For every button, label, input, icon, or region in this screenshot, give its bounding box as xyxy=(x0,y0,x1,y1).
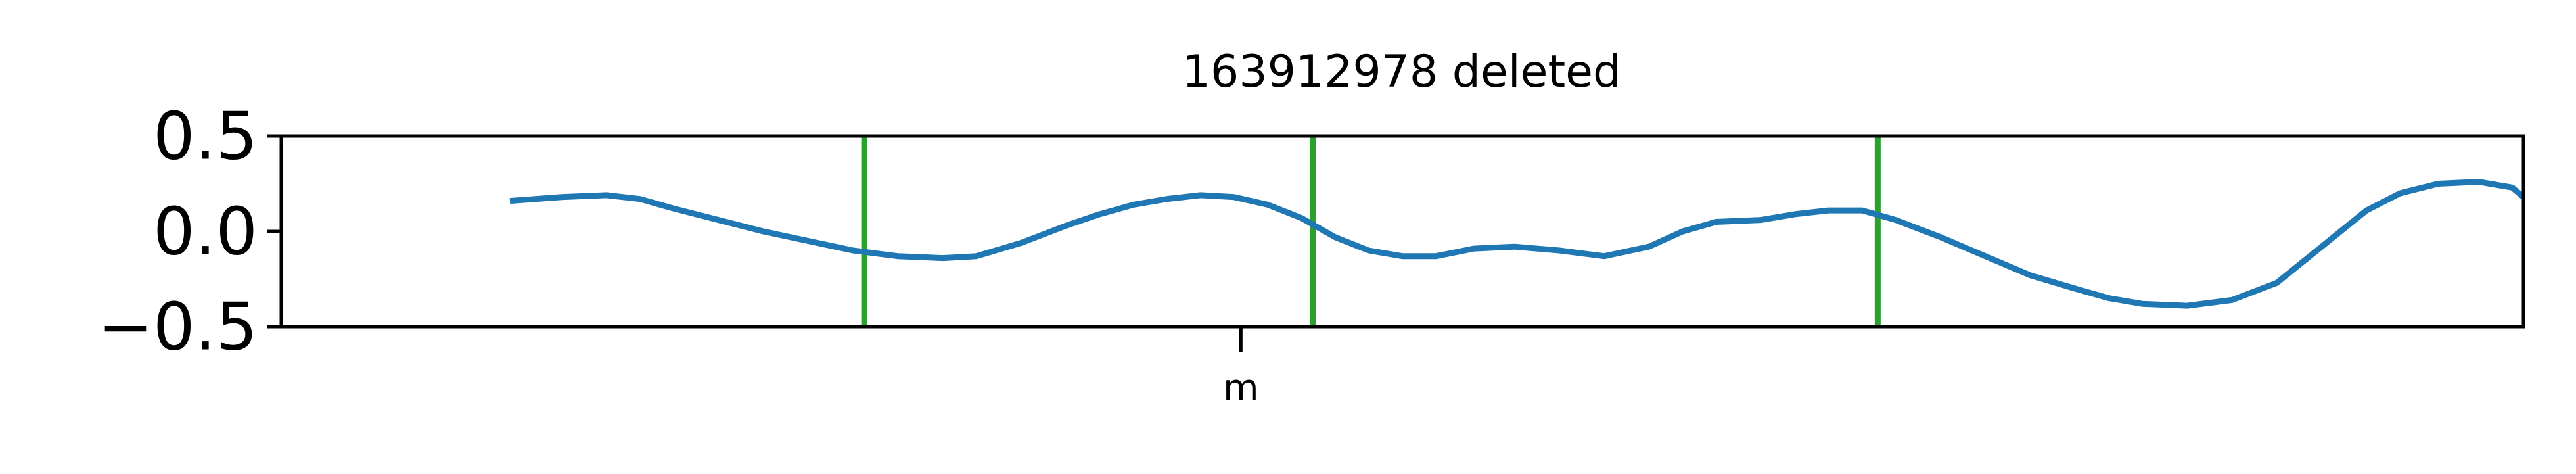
x-axis: m xyxy=(1223,327,1259,410)
x-tick-label-1: m xyxy=(1223,367,1259,410)
marker-lines xyxy=(861,136,1881,327)
y-tick-label-1: 0.5 xyxy=(153,98,258,175)
series-line-1 xyxy=(509,179,2525,309)
y-tick-label-3: −0.5 xyxy=(98,289,258,366)
series-layer xyxy=(509,179,2525,309)
y-tick-label-2: 0.0 xyxy=(153,193,258,270)
y-axis: 0.5 0.0 −0.5 xyxy=(98,98,281,366)
chart-title: 163912978 deleted xyxy=(1182,46,1621,98)
